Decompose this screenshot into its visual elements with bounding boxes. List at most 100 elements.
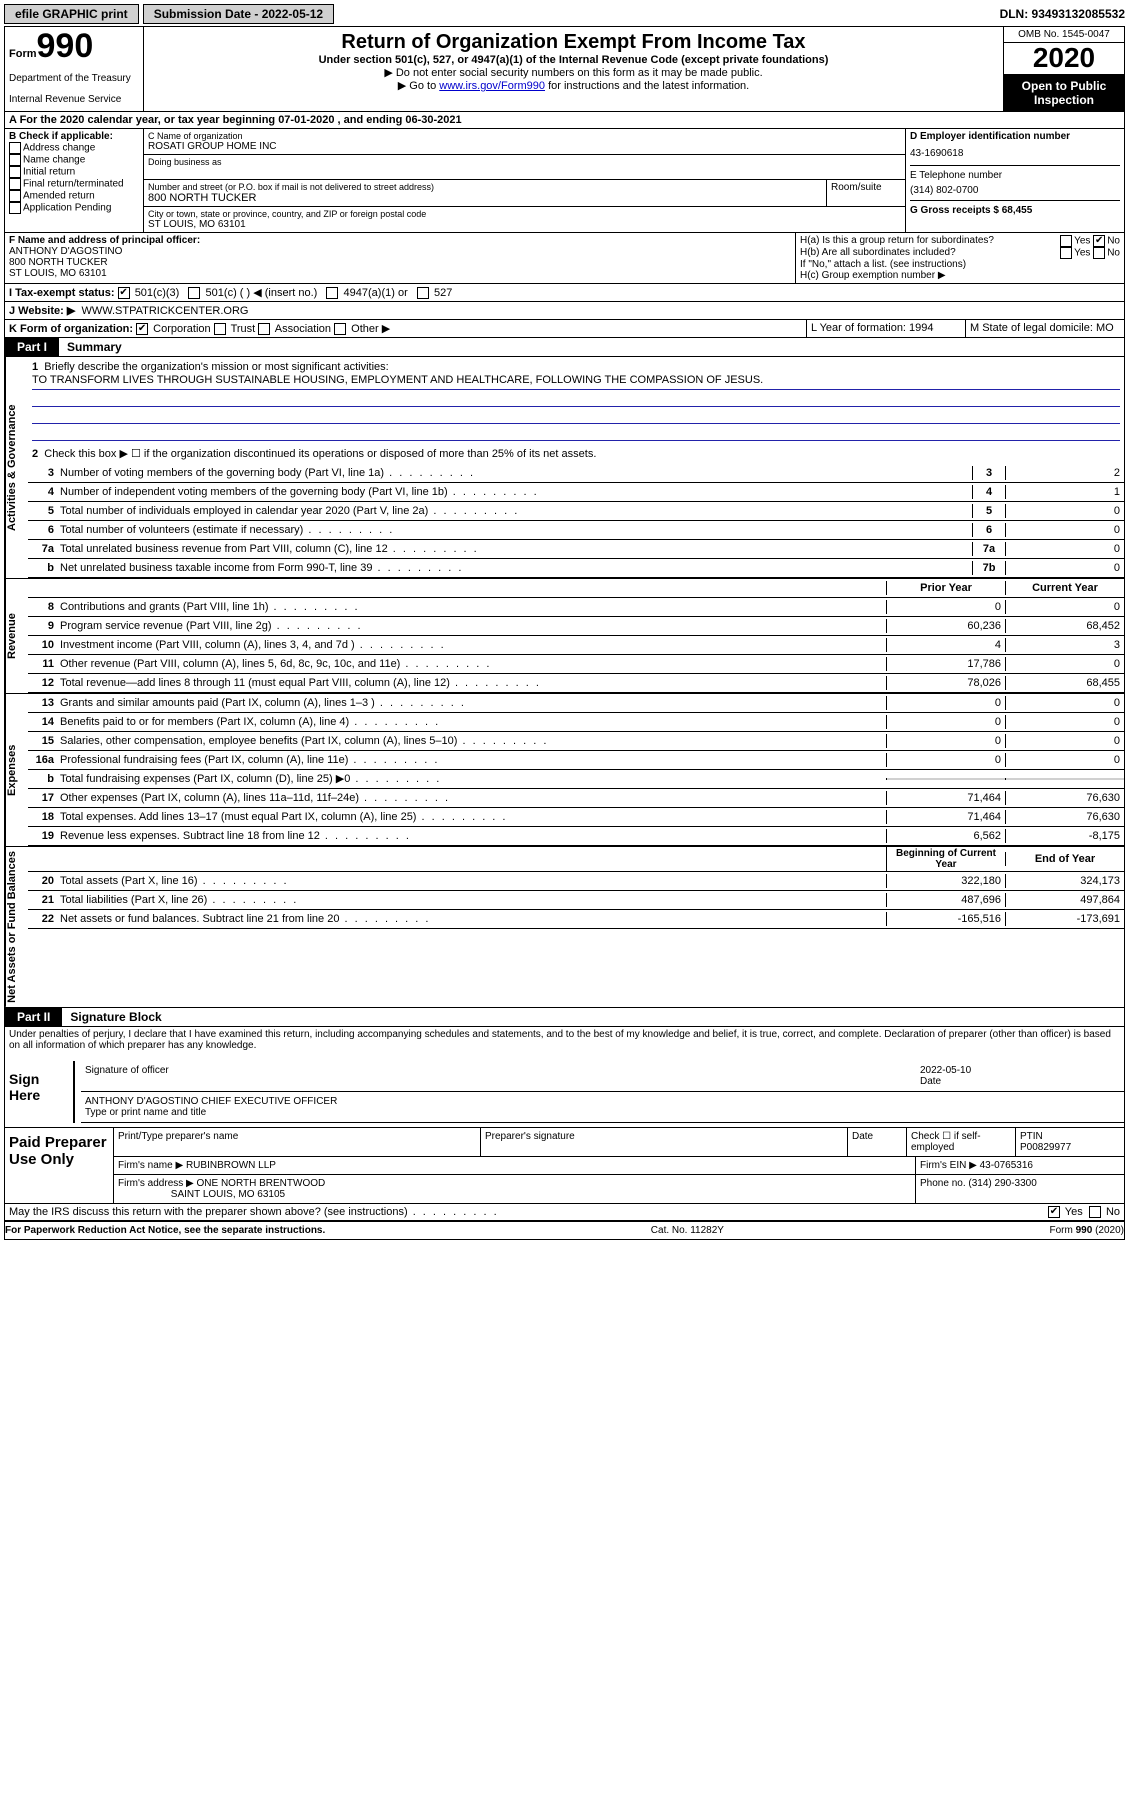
sig-date-value: 2022-05-10: [920, 1065, 1120, 1076]
cb-4947[interactable]: [326, 287, 338, 299]
hb-note: If "No," attach a list. (see instruction…: [800, 259, 1120, 270]
submission-button[interactable]: Submission Date - 2022-05-12: [143, 4, 334, 24]
officer-addr2: ST LOUIS, MO 63101: [9, 268, 791, 279]
sig-name-label: Type or print name and title: [85, 1107, 1120, 1118]
part-i-tab: Part I: [5, 338, 59, 356]
cb-501c3[interactable]: [118, 287, 130, 299]
header-bar: efile GRAPHIC print Submission Date - 20…: [4, 4, 1125, 24]
b-header: B Check if applicable:: [9, 131, 139, 142]
tel-label: E Telephone number: [910, 165, 1120, 181]
form-container: Form990 Department of the Treasury Inter…: [4, 26, 1125, 1240]
firm-ein-label: Firm's EIN ▶: [920, 1160, 977, 1171]
hb-yes[interactable]: [1060, 247, 1072, 259]
summary-line: 21Total liabilities (Part X, line 26)487…: [28, 891, 1124, 910]
summary-line: 16aProfessional fundraising fees (Part I…: [28, 751, 1124, 770]
summary-line: 6Total number of volunteers (estimate if…: [28, 521, 1124, 540]
phone-value: (314) 290-3300: [968, 1178, 1036, 1189]
net-assets-section: Net Assets or Fund Balances Beginning of…: [5, 846, 1124, 1007]
summary-line: 9Program service revenue (Part VIII, lin…: [28, 617, 1124, 636]
cb-527[interactable]: [417, 287, 429, 299]
dba-label: Doing business as: [148, 157, 901, 167]
firm-addr1: ONE NORTH BRENTWOOD: [197, 1178, 326, 1189]
form-number-cell: Form990 Department of the Treasury Inter…: [5, 27, 144, 111]
sign-here-label: Sign Here: [5, 1061, 73, 1123]
col-f-officer: F Name and address of principal officer:…: [5, 233, 795, 283]
form-subtitle: Under section 501(c), 527, or 4947(a)(1)…: [148, 54, 999, 66]
discuss-yes[interactable]: [1048, 1206, 1060, 1218]
mission-text: TO TRANSFORM LIVES THROUGH SUSTAINABLE H…: [32, 373, 1120, 390]
prep-date-hdr: Date: [848, 1128, 907, 1156]
cb-501c[interactable]: [188, 287, 200, 299]
top-row: Form990 Department of the Treasury Inter…: [5, 27, 1124, 112]
perjury-text: Under penalties of perjury, I declare th…: [5, 1027, 1124, 1053]
footer-right: Form 990 (2020): [1050, 1225, 1124, 1236]
prep-sig-hdr: Preparer's signature: [481, 1128, 848, 1156]
c-name-label: C Name of organization: [148, 131, 901, 141]
cb-amended[interactable]: [9, 190, 21, 202]
row-a-tax-year: A For the 2020 calendar year, or tax yea…: [5, 112, 1124, 129]
m-state-domicile: M State of legal domicile: MO: [965, 320, 1124, 337]
part-ii-tab: Part II: [5, 1008, 62, 1026]
ein-value: 43-1690618: [910, 148, 1120, 159]
title-cell: Return of Organization Exempt From Incom…: [144, 27, 1003, 111]
q1-label: Briefly describe the organization's miss…: [44, 361, 388, 373]
form990-link[interactable]: www.irs.gov/Form990: [439, 80, 545, 92]
summary-line: 13Grants and similar amounts paid (Part …: [28, 694, 1124, 713]
sign-here-section: Sign Here Signature of officer 2022-05-1…: [5, 1061, 1124, 1123]
prep-selfemp: Check ☐ if self-employed: [907, 1128, 1016, 1156]
cb-assoc[interactable]: [258, 323, 270, 335]
summary-line: 18Total expenses. Add lines 13–17 (must …: [28, 808, 1124, 827]
ha-yes[interactable]: [1060, 235, 1072, 247]
summary-line: 5Total number of individuals employed in…: [28, 502, 1124, 521]
form-number: 990: [37, 27, 94, 65]
org-name: ROSATI GROUP HOME INC: [148, 141, 901, 152]
discuss-no[interactable]: [1089, 1206, 1101, 1218]
discuss-text: May the IRS discuss this return with the…: [9, 1206, 499, 1218]
part-ii-header: Part II Signature Block: [5, 1007, 1124, 1027]
row-j-website: J Website: ▶ WWW.STPATRICKCENTER.ORG: [5, 302, 1124, 320]
cb-name-change[interactable]: [9, 154, 21, 166]
cb-address-change[interactable]: [9, 142, 21, 154]
sig-date-label: Date: [920, 1076, 1120, 1087]
hb-no[interactable]: [1093, 247, 1105, 259]
firm-addr2: SAINT LOUIS, MO 63105: [171, 1189, 285, 1200]
tel-value: (314) 802-0700: [910, 185, 1120, 196]
officer-addr1: 800 NORTH TUCKER: [9, 257, 791, 268]
cb-initial-return[interactable]: [9, 166, 21, 178]
tax-year: 2020: [1004, 43, 1124, 75]
summary-line: 4Number of independent voting members of…: [28, 483, 1124, 502]
form-note-1: ▶ Do not enter social security numbers o…: [148, 66, 999, 79]
efile-button[interactable]: efile GRAPHIC print: [4, 4, 139, 24]
summary-line: 20Total assets (Part X, line 16)322,1803…: [28, 872, 1124, 891]
summary-line: 10Investment income (Part VIII, column (…: [28, 636, 1124, 655]
section-f-h: F Name and address of principal officer:…: [5, 233, 1124, 284]
form-title: Return of Organization Exempt From Incom…: [148, 31, 999, 54]
part-ii-title: Signature Block: [62, 1008, 169, 1026]
cb-trust[interactable]: [214, 323, 226, 335]
summary-line: bTotal fundraising expenses (Part IX, co…: [28, 770, 1124, 789]
hdr-prior-year: Prior Year: [886, 581, 1005, 595]
note2-post: for instructions and the latest informat…: [545, 80, 749, 92]
row-k-l-m: K Form of organization: Corporation Trus…: [5, 320, 1124, 338]
side-expenses: Expenses: [5, 694, 28, 846]
cb-final-return[interactable]: [9, 178, 21, 190]
ha-no[interactable]: [1093, 235, 1105, 247]
street-label: Number and street (or P.O. box if mail i…: [148, 182, 822, 192]
hdr-begin-year: Beginning of Current Year: [886, 847, 1005, 871]
k-form-org: K Form of organization: Corporation Trus…: [5, 320, 806, 337]
firm-ein: 43-0765316: [980, 1160, 1033, 1171]
col-b-checkboxes: B Check if applicable: Address change Na…: [5, 129, 144, 232]
cb-other[interactable]: [334, 323, 346, 335]
side-net-assets: Net Assets or Fund Balances: [5, 847, 28, 1007]
cb-corp[interactable]: [136, 323, 148, 335]
summary-line: 15Salaries, other compensation, employee…: [28, 732, 1124, 751]
room-label: Room/suite: [827, 180, 905, 206]
sig-officer-label: Signature of officer: [81, 1063, 916, 1089]
cb-application-pending[interactable]: [9, 202, 21, 214]
col-c-org-info: C Name of organization ROSATI GROUP HOME…: [144, 129, 905, 232]
activities-governance-section: Activities & Governance 1 Briefly descri…: [5, 357, 1124, 578]
paid-preparer-section: Paid Preparer Use Only Print/Type prepar…: [5, 1127, 1124, 1204]
summary-line: 3Number of voting members of the governi…: [28, 464, 1124, 483]
ptin-label: PTIN: [1020, 1131, 1043, 1142]
form-label: Form: [9, 48, 37, 60]
